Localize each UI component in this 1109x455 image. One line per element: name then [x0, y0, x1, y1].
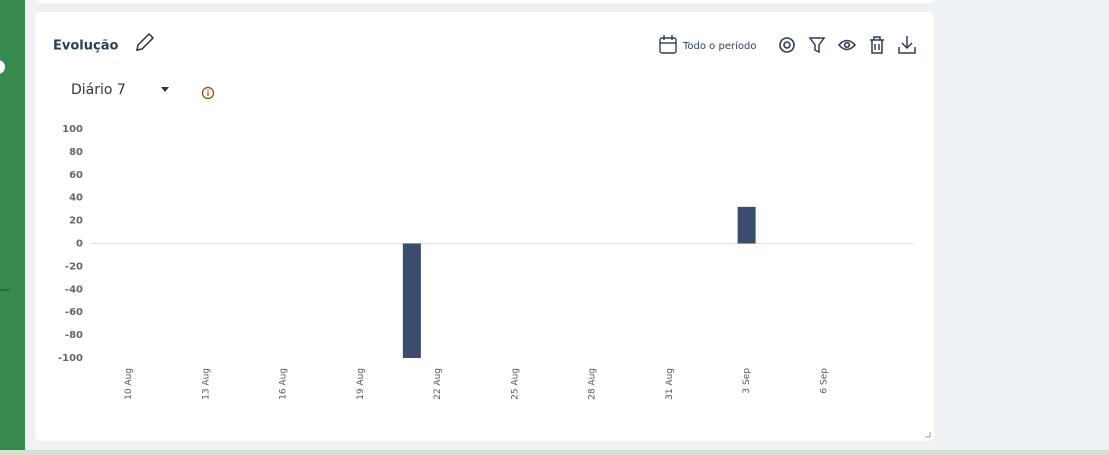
x-tick-label: 22 Aug [433, 368, 443, 400]
bar [402, 243, 421, 358]
dropdown-value[interactable]: Diário 7 [71, 82, 126, 98]
x-tick-label: 10 Aug [124, 368, 134, 400]
x-tick-label: 28 Aug [588, 368, 598, 400]
bottom-strip [0, 450, 1109, 455]
info-icon[interactable] [201, 86, 215, 100]
x-tick-label: 3 Sep [742, 368, 752, 394]
edit-icon[interactable] [136, 32, 155, 51]
resize-handle-mark [925, 432, 931, 438]
y-tick-label: 40 [69, 193, 83, 204]
download-icon[interactable] [898, 36, 916, 54]
y-tick-label: -80 [65, 330, 83, 341]
calendar-icon[interactable] [659, 35, 677, 54]
y-tick-label: 60 [69, 170, 83, 181]
y-tick-label: 0 [76, 239, 83, 250]
card-above [35, 0, 934, 3]
panel [35, 12, 934, 441]
panel-title: Evolução [53, 39, 118, 54]
filter-icon[interactable] [808, 37, 826, 54]
x-tick-label: 19 Aug [356, 368, 366, 400]
y-tick-label: 80 [69, 147, 83, 158]
x-tick-label: 25 Aug [510, 368, 520, 400]
y-tick-label: -20 [65, 261, 83, 272]
y-tick-label: -100 [58, 353, 83, 364]
sidebar-icon[interactable] [0, 60, 5, 74]
y-tick-label: -60 [65, 307, 83, 318]
bar [737, 206, 756, 244]
x-tick-label: 13 Aug [201, 368, 211, 400]
y-tick-label: 20 [69, 216, 83, 227]
delete-icon[interactable] [870, 36, 884, 54]
x-tick-label: 31 Aug [665, 368, 675, 400]
x-tick-label: 6 Sep [819, 368, 829, 394]
period-label[interactable]: Todo o período [682, 40, 756, 52]
y-tick-label: 100 [62, 124, 83, 135]
sidebar [0, 0, 25, 455]
eye-icon[interactable] [837, 39, 857, 51]
chart: -100 -80 -60 -40 -20 0 20 40 60 80 100 10 Aug 13 Aug… [58, 124, 914, 400]
dropdown-arrow[interactable] [161, 87, 169, 92]
settings-icon[interactable] [779, 37, 795, 53]
y-tick-label: -40 [65, 284, 83, 295]
x-tick-label: 16 Aug [279, 368, 289, 400]
